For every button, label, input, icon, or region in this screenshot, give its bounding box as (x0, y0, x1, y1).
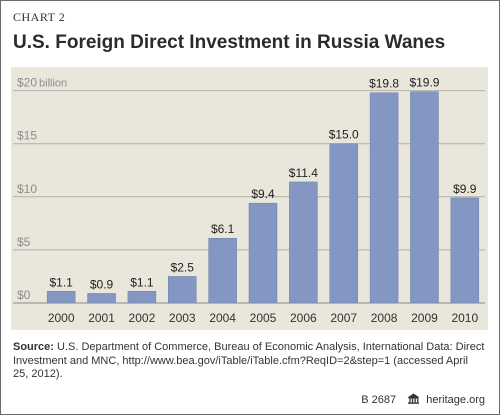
chart-number-label: CHART 2 (13, 10, 66, 24)
data-label-2001: $0.9 (90, 277, 114, 291)
bar-2007 (329, 143, 358, 304)
bars (46, 91, 480, 304)
bar-2002 (127, 291, 157, 304)
axis-labels: $0 $5 $10 $15 $20 billion 2000 2001 2002 2003 2004… (17, 76, 478, 325)
bar-2008 (369, 92, 399, 304)
y-tick-label-0: $0 (17, 288, 31, 302)
y-unit-label: billion (39, 78, 67, 90)
data-label-2003: $2.5 (171, 260, 195, 274)
report-code: B 2687 (361, 394, 397, 406)
source-text: U.S. Department of Commerce, Bureau of E… (13, 341, 485, 380)
bar-2000 (46, 291, 76, 304)
y-tick-label-10: $10 (17, 182, 37, 196)
bar-2001 (87, 293, 116, 304)
bar-2010 (450, 197, 480, 304)
y-tick-label-15: $15 (17, 129, 37, 143)
x-tick-label-2006: 2006 (290, 311, 317, 325)
x-tick-label-2007: 2007 (330, 311, 357, 325)
data-label-2007: $15.0 (329, 128, 359, 142)
data-label-2002: $1.1 (130, 275, 154, 289)
data-label-2005: $9.4 (251, 187, 275, 201)
x-tick-label-2003: 2003 (169, 311, 196, 325)
x-tick-label-2008: 2008 (371, 311, 398, 325)
bar-2003 (168, 276, 197, 304)
data-label-2006: $11.4 (289, 166, 318, 180)
x-tick-label-2005: 2005 (250, 311, 277, 325)
brand-link[interactable]: heritage.org (426, 394, 485, 406)
data-labels: $1.1 $0.9 $1.1 $2.5 $6.1 $9.4 $11.4 $15.0 $19.8 $… (50, 76, 477, 292)
y-tick-label-5: $5 (17, 235, 31, 249)
bar-2004 (208, 237, 237, 304)
footer: B 2687 heritage.org (361, 393, 485, 407)
x-tick-label-2004: 2004 (209, 311, 236, 325)
data-label-2000: $1.1 (50, 275, 74, 289)
x-tick-label-2009: 2009 (411, 311, 438, 325)
data-label-2010: $9.9 (453, 182, 477, 196)
bar-2006 (289, 181, 318, 304)
x-tick-label-2000: 2000 (48, 311, 75, 325)
data-label-2004: $6.1 (211, 222, 235, 236)
source-note: Source: U.S. Department of Commerce, Bur… (13, 341, 485, 382)
data-label-2008: $19.8 (369, 77, 399, 91)
bar-2005 (248, 202, 278, 304)
heritage-house-icon (407, 393, 420, 407)
bar-2009 (410, 91, 439, 304)
y-tick-label-20: $20 billion (17, 76, 67, 90)
x-tick-label-2010: 2010 (451, 311, 478, 325)
source-label: Source: (13, 341, 54, 353)
x-tick-label-2002: 2002 (129, 311, 156, 325)
x-tick-label-2001: 2001 (88, 311, 115, 325)
data-label-2009: $19.9 (409, 76, 439, 90)
chart-title: U.S. Foreign Direct Investment in Russia… (13, 32, 446, 53)
